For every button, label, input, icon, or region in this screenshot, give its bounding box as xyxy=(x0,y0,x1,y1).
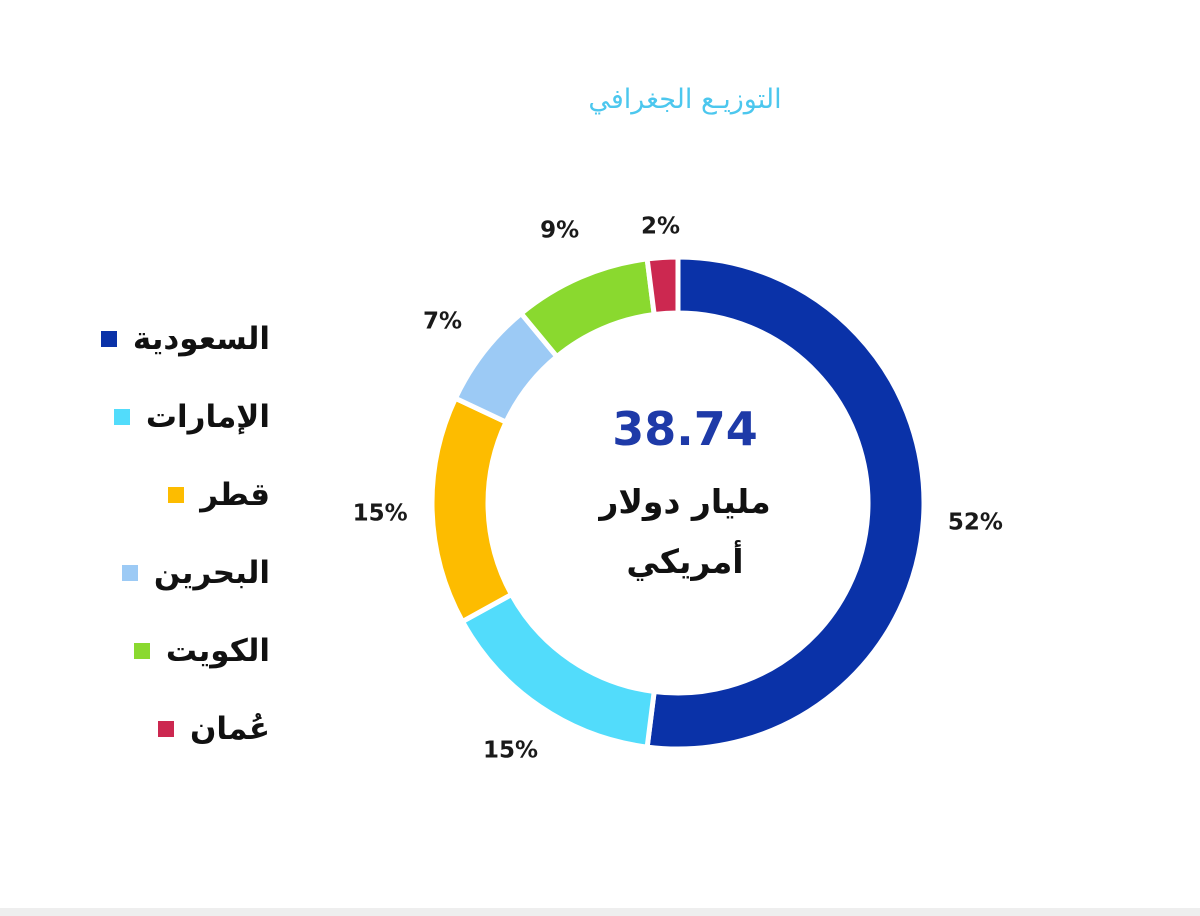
slice-value-label: 15% xyxy=(483,737,538,763)
legend-swatch xyxy=(121,565,138,581)
bottom-divider xyxy=(0,908,1200,916)
legend-item: السعودية xyxy=(40,300,270,378)
legend-label: قطر xyxy=(200,477,270,513)
legend-item: قطر xyxy=(40,456,270,534)
donut-slice xyxy=(459,591,657,750)
legend-swatch xyxy=(100,331,117,347)
legend-label: البحرين xyxy=(153,555,270,591)
legend-swatch xyxy=(133,643,150,659)
slice-value-label: 2% xyxy=(641,214,680,240)
legend-item: عُمان xyxy=(40,690,270,768)
slice-value-label: 9% xyxy=(540,218,579,244)
legend-swatch xyxy=(157,721,174,737)
slice-value-label: 52% xyxy=(948,510,1003,536)
legend-item: الإمارات xyxy=(40,378,270,456)
center-total-value: 38.74 xyxy=(612,402,758,456)
chart-title: التوزيـع الجغرافي xyxy=(588,84,782,115)
legend-swatch xyxy=(113,409,130,425)
slice-value-label: 15% xyxy=(353,500,408,526)
legend-label: عُمان xyxy=(189,711,270,747)
legend-label: السعودية xyxy=(132,321,270,357)
legend-label: الإمارات xyxy=(145,399,270,435)
donut-slice xyxy=(644,254,681,318)
slice-value-label: 7% xyxy=(423,308,462,334)
legend: السعودية الإمارات قطر البحرين الكويت عُمان xyxy=(40,300,270,768)
legend-swatch xyxy=(168,487,185,503)
legend-item: البحرين xyxy=(40,534,270,612)
legend-item: الكويت xyxy=(40,612,270,690)
donut-slice xyxy=(429,394,515,625)
center-unit-label: مليار دولار أمريكي xyxy=(599,482,771,581)
donut-slice xyxy=(644,254,927,752)
legend-label: الكويت xyxy=(165,633,270,669)
